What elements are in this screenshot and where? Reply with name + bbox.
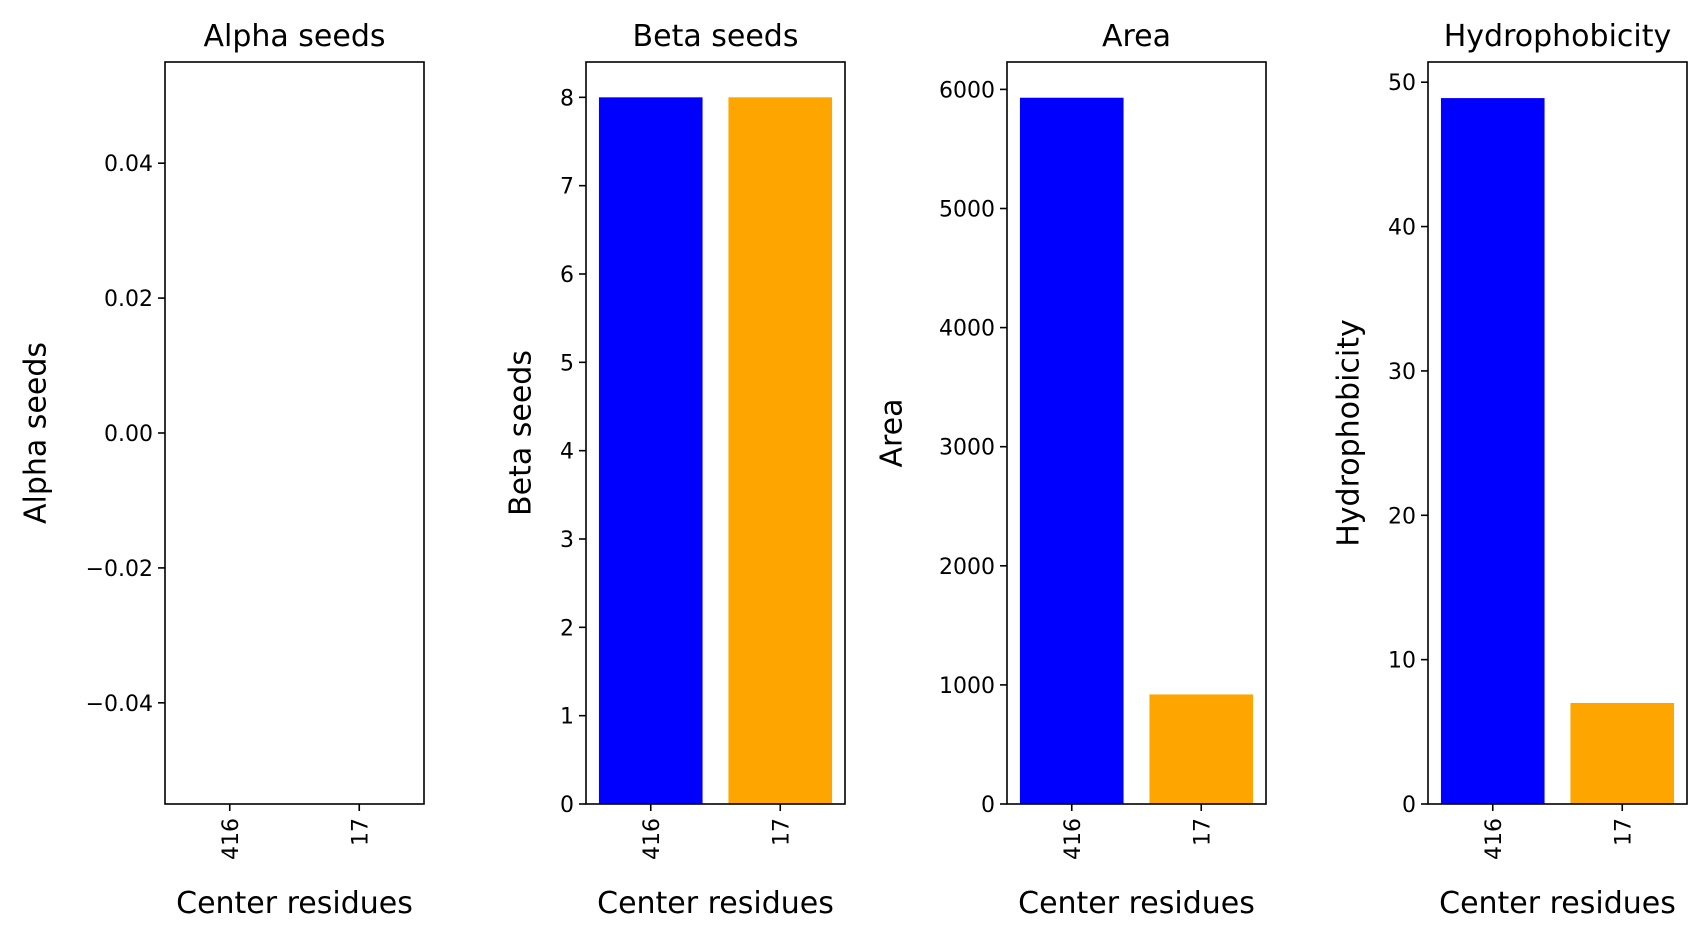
chart-panel-2: 0 1 2 3 4 5 6 7 8 416 17 Beta seeds Center residues B… [504,19,846,921]
x-tick-label: 17 [1190,818,1215,846]
x-axis-label: Center residues [176,886,413,921]
chart-title: Beta seeds [633,19,799,54]
y-axis-label: Alpha seeds [19,342,54,524]
y-tick-label: 4000 [939,317,995,342]
y-tick-label: 0 [981,793,995,818]
y-tick-label: −0.02 [86,557,153,582]
y-tick-label: 50 [1388,71,1416,96]
y-tick-label: 2 [560,616,574,641]
axes-frame [1427,61,1688,805]
bar-416 [598,97,703,804]
y-axis-label: Beta seeds [504,350,539,516]
y-tick-label: 4 [560,440,574,465]
chart-panel-4: 0 10 20 30 40 50 416 17 Hydrophobicity Center res… [1332,19,1688,921]
chart-title: Area [1102,19,1171,54]
chart-panel-3: 0 1000 2000 3000 4000 5000 6000 416 17 Area Center… [875,19,1267,921]
y-axis-label: Hydrophobicity [1332,319,1367,547]
bar-17 [728,97,833,804]
y-tick-label: 5000 [939,197,995,222]
y-tick-label: 7 [560,175,574,200]
y-tick-label: 3000 [939,436,995,461]
chart-title: Alpha seeds [203,19,385,54]
y-tick-label: 5 [560,351,574,376]
x-tick-label: 17 [348,818,373,846]
bar-416 [1019,97,1124,805]
y-tick-label: 0 [560,793,574,818]
bar-17 [1149,694,1254,804]
bar-17 [1570,702,1675,804]
x-tick-label: 17 [1611,818,1636,846]
axes-frame [1006,61,1267,805]
y-tick-label: 0.04 [104,152,153,177]
y-tick-label: 0.00 [104,422,153,447]
x-tick-label: 17 [769,818,794,846]
x-tick-label: 416 [640,818,665,860]
y-tick-label: 1 [560,705,574,730]
x-tick-label: 416 [1482,818,1507,860]
x-axis-label: Center residues [1439,886,1676,921]
y-tick-label: 40 [1388,216,1416,241]
x-axis-label: Center residues [597,886,834,921]
y-tick-label: 10 [1388,649,1416,674]
y-tick-label: 2000 [939,555,995,580]
x-tick-label: 416 [219,818,244,860]
y-tick-label: 0.02 [104,287,153,312]
y-tick-label: 1000 [939,674,995,699]
y-tick-label: 3 [560,528,574,553]
y-tick-label: 20 [1388,504,1416,529]
chart-title: Hydrophobicity [1444,19,1672,54]
x-tick-label: 416 [1061,818,1086,860]
y-tick-label: 0 [1402,793,1416,818]
bar-416 [1440,98,1545,805]
y-tick-label: 8 [560,86,574,111]
axes-frame [164,61,425,805]
y-axis-label: Area [875,398,910,467]
y-tick-label: 30 [1388,360,1416,385]
y-tick-label: 6 [560,263,574,288]
chart-panel-1: −0.04 −0.02 0.00 0.02 0.04 416 17 Alpha seeds Ce… [19,19,425,921]
axes-frame [585,61,846,805]
x-axis-label: Center residues [1018,886,1255,921]
y-tick-label: 6000 [939,78,995,103]
y-tick-label: −0.04 [86,692,153,717]
